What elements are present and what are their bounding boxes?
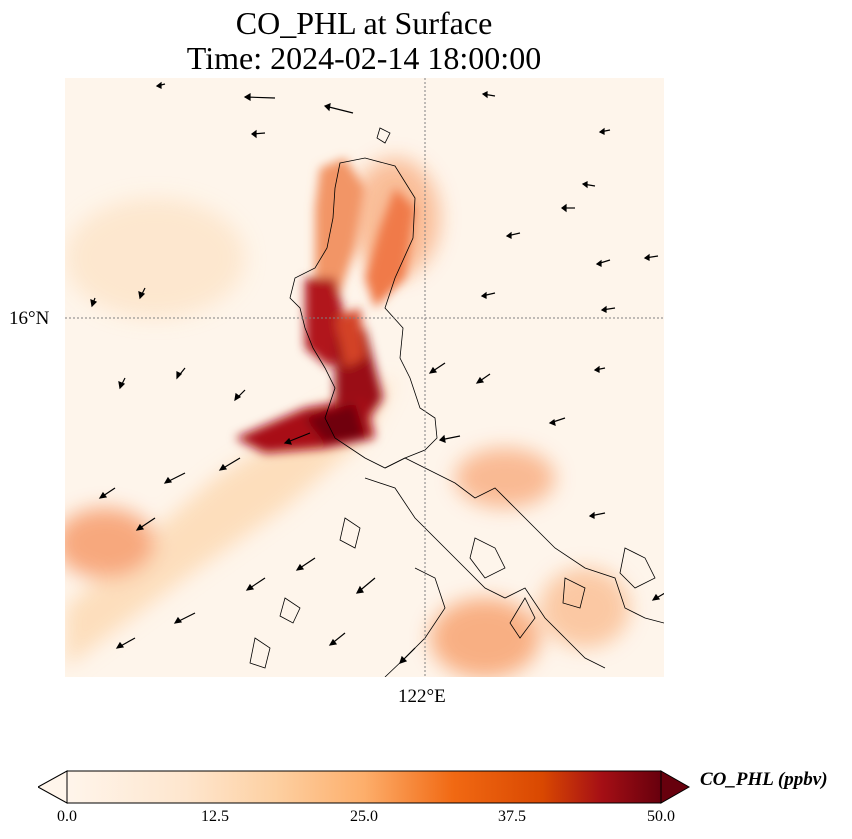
colorbar-extend-max — [660, 770, 690, 804]
plume-core — [235, 158, 415, 453]
colorbar-tick-0: 0.0 — [57, 808, 77, 825]
chart-title: CO_PHL at Surface — [235, 5, 493, 41]
colorbar-tick-1: 12.5 — [201, 808, 229, 825]
colorbar-body — [66, 770, 662, 804]
map-plot — [65, 78, 664, 677]
colorbar-extend-min — [38, 770, 68, 804]
colorbar-tick-3: 37.5 — [498, 808, 526, 825]
wind-vectors — [90, 81, 664, 664]
colorbar-tick-4: 50.0 — [647, 808, 675, 825]
y-tick-label: 16°N — [9, 308, 50, 329]
colorbar-label: CO_PHL (ppbv) — [700, 769, 828, 790]
colorbar — [38, 770, 690, 804]
colorbar-tick-2: 25.0 — [350, 808, 378, 825]
coastlines — [249, 127, 664, 677]
chart-subtitle: Time: 2024-02-14 18:00:00 — [186, 40, 542, 76]
x-tick-label: 122°E — [398, 686, 446, 707]
